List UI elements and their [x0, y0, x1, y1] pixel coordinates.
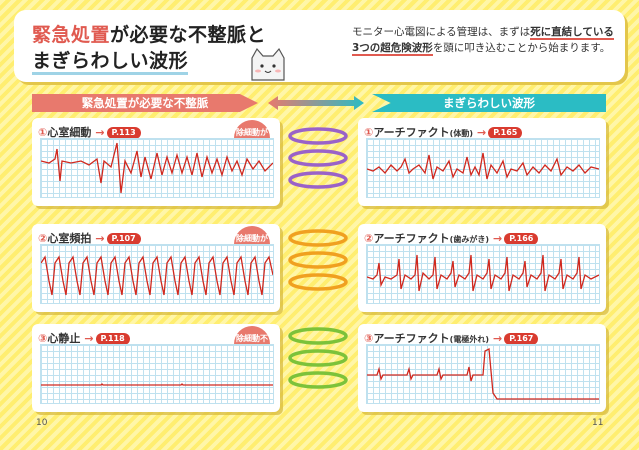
ecg-strip [366, 138, 600, 198]
page-ref[interactable]: P.118 [95, 333, 130, 345]
cat-mascot-icon [251, 47, 285, 81]
intro-highlight: 死に直結している3つの超危険波形 [352, 26, 614, 56]
title-rest: が必要な不整脈と [110, 24, 267, 46]
ecg-strip [40, 244, 274, 304]
card-heading: ③心静止 → P.118 [38, 330, 130, 346]
card-artifact-brushing: ②アーチファクト(歯みがき) → P.166 [358, 224, 606, 312]
card-heading: ①心室細動 → P.113 [38, 124, 141, 140]
page-ref[interactable]: P.107 [106, 233, 141, 245]
card-vt: ②心室頻拍→P.107 除細動が必要 [32, 224, 280, 312]
ecg-strip [366, 344, 600, 404]
card-artifact-motion: ①アーチファクト(体動) → P.165 [358, 118, 606, 206]
page-number-left: 10 [36, 418, 48, 428]
page-number-right: 11 [592, 418, 604, 428]
card-heading: ①アーチファクト(体動) → P.165 [364, 124, 523, 140]
banner-confusing: まぎらわしい波形 [372, 94, 606, 112]
card-artifact-electrode-off: ③アーチファクト(電極外れ) → P.167 [358, 324, 606, 412]
ecg-strip [40, 344, 274, 404]
ecg-trace-artifact-electrode [367, 347, 599, 400]
title-accent: 緊急処置 [32, 24, 111, 46]
card-vf: ①心室細動→P.113 除細動が必要 [32, 118, 280, 206]
card-heading: ②アーチファクト(歯みがき) → P.166 [364, 230, 539, 246]
title-line2: まぎらわしい波形 [32, 50, 189, 75]
binder-ring-icon [288, 229, 348, 291]
ecg-trace-artifact-brushing [367, 254, 599, 292]
ecg-trace-asystole [41, 383, 273, 386]
card-asystole: ③心静止→P.118 除細動不可 [32, 324, 280, 412]
binder-ring-icon [288, 327, 348, 389]
page-ref[interactable]: P.113 [106, 127, 141, 139]
ecg-trace-vt [41, 255, 273, 296]
card-heading: ③アーチファクト(電極外れ) → P.167 [364, 330, 539, 346]
page-ref[interactable]: P.167 [504, 333, 539, 345]
ecg-strip [40, 138, 274, 198]
intro-text: モニター心電図による管理は、まずは死に直結している3つの超危険波形を頭に叩き込む… [352, 26, 614, 56]
binder-ring-icon [288, 127, 348, 189]
page-ref[interactable]: P.166 [504, 233, 539, 245]
card-heading: ②心室頻拍 → P.107 [38, 230, 141, 246]
ecg-trace-artifact-motion [367, 152, 599, 180]
ecg-trace-vf [41, 142, 273, 194]
banner-emergency: 緊急処置が必要な不整脈 [32, 94, 258, 112]
header-panel: 緊急処置が必要な不整脈と まぎらわしい波形 モニター心電図による管理は、まずは死… [14, 10, 625, 82]
page-ref[interactable]: P.165 [488, 127, 523, 139]
double-arrow-icon [268, 96, 364, 110]
ecg-strip [366, 244, 600, 304]
page-title: 緊急処置が必要な不整脈と まぎらわしい波形 [32, 22, 267, 75]
